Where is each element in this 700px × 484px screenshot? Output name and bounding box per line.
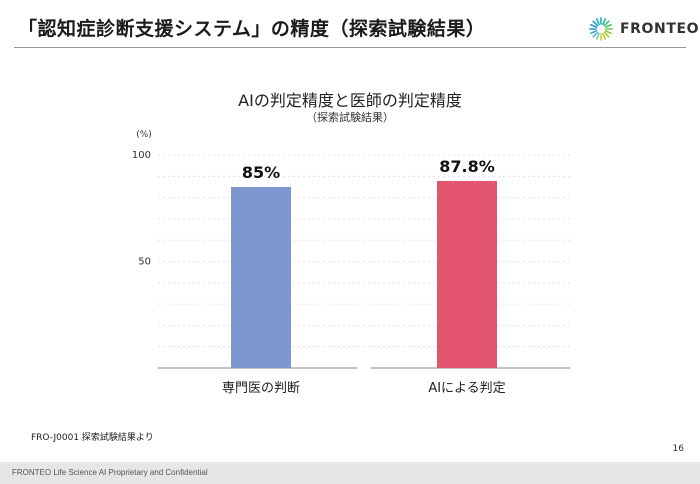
fronteo-burst-icon	[589, 17, 613, 41]
footer-bar: FRONTEO Life Science AI Proprietary and …	[0, 444, 700, 484]
source-note: FRO-J0001 探索試験結果より	[31, 433, 154, 443]
fronteo-logo: FRONTEO	[588, 14, 699, 44]
footer-text: FRONTEO Life Science AI Proprietary and …	[12, 468, 208, 477]
x-category-label: AIによる判定	[428, 381, 505, 396]
bar-1	[231, 186, 291, 368]
y-axis-unit-label: (%)	[136, 130, 152, 140]
bar-2	[437, 180, 497, 368]
bar-chart: (%) 50 100 85% 専門医の判断 87.8% AIによる判定	[132, 130, 570, 396]
slide-title: 「認知症診断支援システム」の精度（探索試験結果）	[18, 18, 486, 40]
chart-subtitle: （探索試験結果）	[306, 111, 394, 124]
y-tick-label: 50	[138, 257, 151, 268]
x-category-label: 専門医の判断	[222, 381, 300, 396]
logo-text: FRONTEO	[620, 21, 700, 37]
page-number: 16	[672, 444, 684, 454]
y-tick-label: 100	[132, 150, 151, 161]
bar-value-label: 85%	[242, 163, 280, 182]
chart-title: AIの判定精度と医師の判定精度	[238, 91, 462, 110]
title-divider	[14, 47, 686, 48]
bar-value-label: 87.8%	[439, 157, 495, 176]
